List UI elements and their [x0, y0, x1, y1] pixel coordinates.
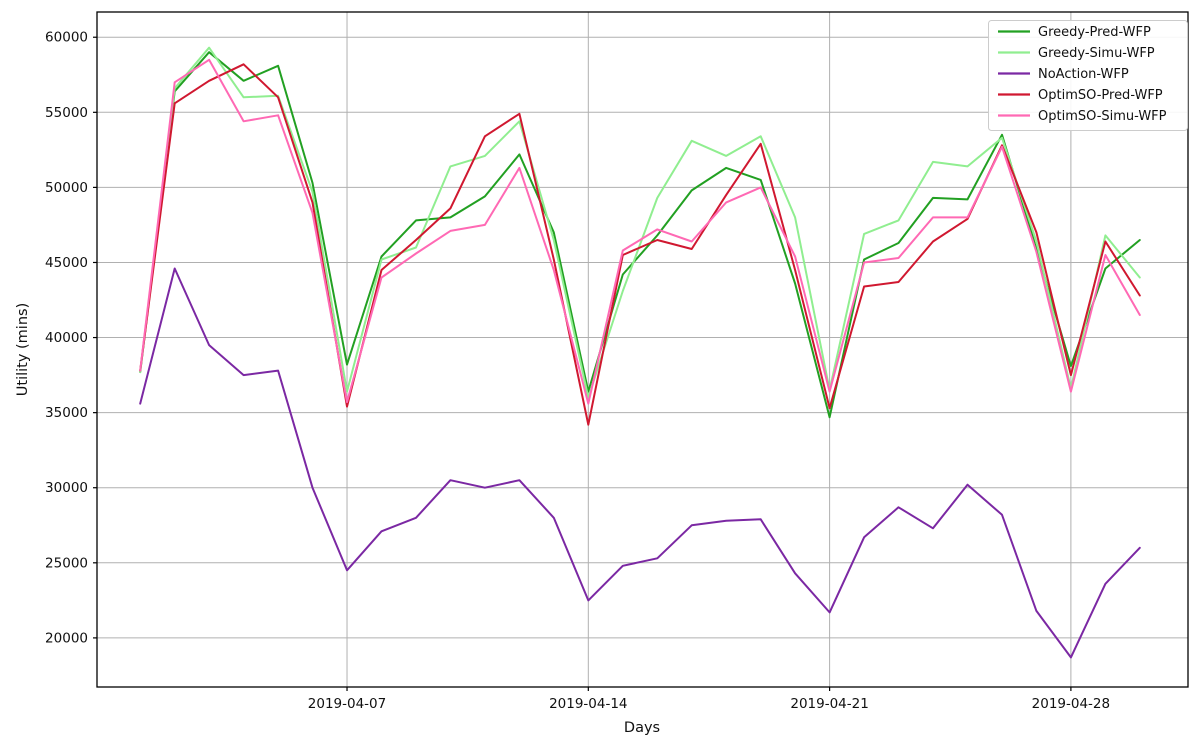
y-tick-label: 35000 [45, 405, 88, 421]
x-tick-label: 2019-04-07 [308, 696, 386, 712]
legend-item: OptimSO-Simu-WFP [998, 109, 1167, 124]
y-tick-label: 60000 [45, 30, 88, 46]
y-tick-label: 20000 [45, 630, 88, 646]
legend-item: NoAction-WFP [998, 67, 1129, 82]
y-tick-label: 25000 [45, 555, 88, 571]
y-tick-label: 50000 [45, 180, 88, 196]
series-line-greedy-pred-wfp [139, 51, 1141, 419]
legend-item: OptimSO-Pred-WFP [998, 88, 1163, 103]
legend-label: NoAction-WFP [1038, 67, 1129, 82]
x-axis-title: Days [624, 720, 660, 736]
plot-border [96, 11, 1189, 688]
legend-label: OptimSO-Pred-WFP [1038, 88, 1163, 103]
legend-label: OptimSO-Simu-WFP [1038, 109, 1167, 124]
legend-label: Greedy-Pred-WFP [1038, 25, 1151, 40]
y-tick-label: 40000 [45, 330, 88, 346]
x-tick-label: 2019-04-14 [549, 696, 627, 712]
x-tick-label: 2019-04-21 [790, 696, 868, 712]
legend-box [988, 20, 1188, 131]
plot-area: 2019-04-07 2019-04-14 2019-04-21 2019-04-28… [45, 11, 1189, 712]
y-tick-label: 30000 [45, 480, 88, 496]
series-line-noaction-wfp [139, 267, 1141, 659]
legend-item: Greedy-Simu-WFP [998, 46, 1155, 61]
y-tick-label: 55000 [45, 105, 88, 121]
x-tick-label: 2019-04-28 [1032, 696, 1110, 712]
series-line-greedy-simu-wfp [139, 46, 1141, 399]
series-line-optimso-simu-wfp [139, 58, 1141, 405]
legend-item: Greedy-Pred-WFP [998, 25, 1151, 40]
legend-label: Greedy-Simu-WFP [1038, 46, 1155, 61]
legend: Greedy-Pred-WFP Greedy-Simu-WFP NoAction-W… [988, 20, 1188, 131]
y-tick-label: 45000 [45, 255, 88, 271]
y-axis-title: Utility (mins) [15, 303, 31, 396]
